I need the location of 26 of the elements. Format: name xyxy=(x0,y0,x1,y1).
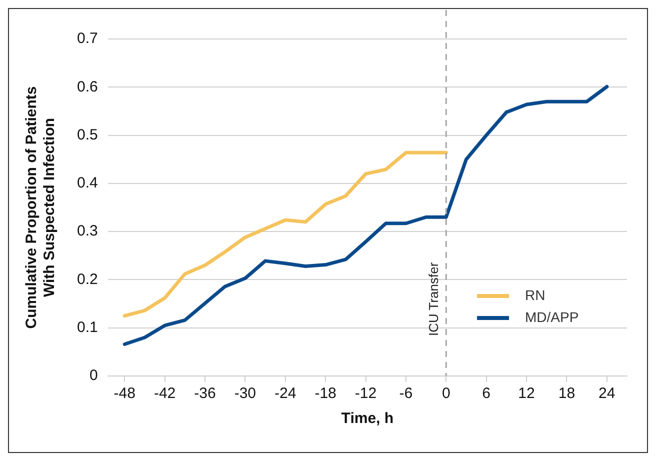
y-axis-title: Cumulative Proportion of Patients With Suspected Infection xyxy=(23,86,58,329)
y-tick-label: 0.2 xyxy=(76,270,98,288)
x-tick-label: 18 xyxy=(558,385,576,402)
y-tick-label: 0.1 xyxy=(76,319,98,336)
x-tick-label: -42 xyxy=(154,385,176,402)
x-tick-label: 12 xyxy=(518,385,535,402)
legend-label: RN xyxy=(525,286,546,303)
x-tick-label: 24 xyxy=(598,385,616,402)
legend-label: MD/APP xyxy=(525,308,579,325)
y-tick-label: 0.4 xyxy=(76,174,98,192)
x-tick-label: -48 xyxy=(114,385,136,402)
x-tick-label: -24 xyxy=(274,385,296,402)
y-tick-label: 0.6 xyxy=(76,78,98,96)
x-tick-label: 0 xyxy=(442,385,450,402)
y-tick-label: 0.3 xyxy=(76,222,98,240)
ref-line-label: ICU Transfer xyxy=(426,262,442,336)
y-tick-label: 0.7 xyxy=(76,30,98,48)
y-tick-label: 0.5 xyxy=(76,126,98,144)
x-tick-label: -30 xyxy=(234,385,256,402)
x-tick-label: -36 xyxy=(194,385,216,402)
x-tick-label: 6 xyxy=(482,385,490,402)
x-tick-label: -18 xyxy=(314,385,336,402)
x-tick-label: -6 xyxy=(399,385,413,402)
y-tick-label: 0 xyxy=(90,367,98,384)
x-tick-label: -12 xyxy=(354,385,377,402)
x-axis-title: Time, h xyxy=(341,410,394,428)
